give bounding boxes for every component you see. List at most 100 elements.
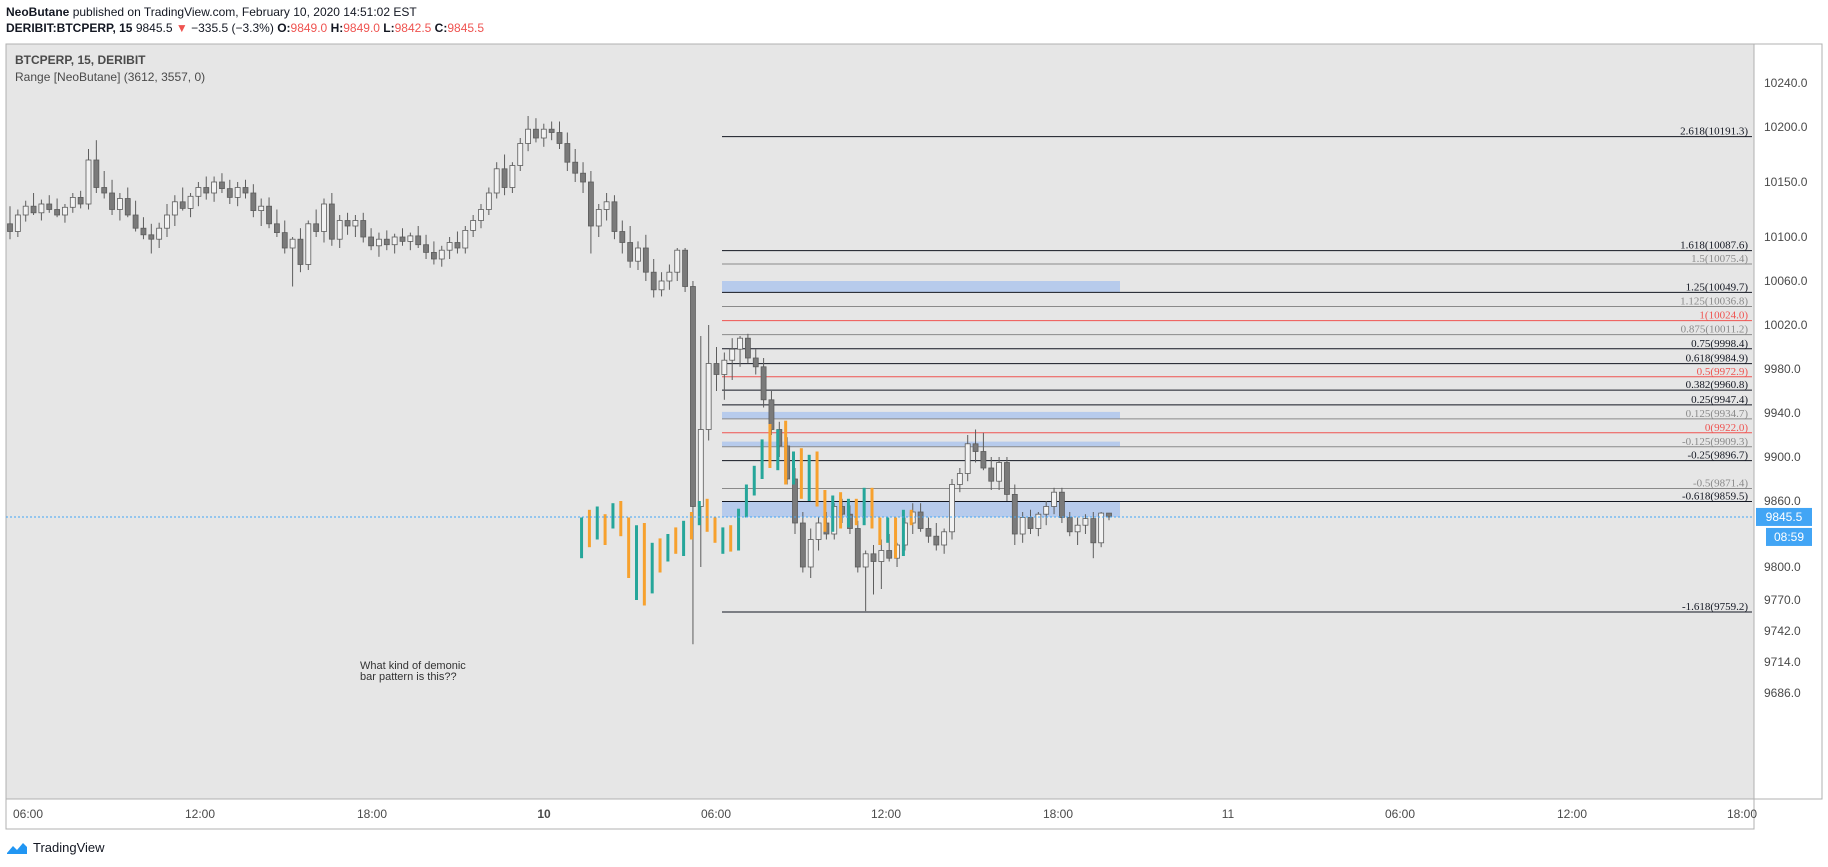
x-tick-label: 12:00: [185, 807, 215, 821]
fib-level-label: 1(10024.0): [1699, 310, 1748, 322]
candle-body: [352, 220, 359, 227]
candle-body: [862, 553, 869, 568]
candle-body: [101, 187, 108, 194]
candle-body: [250, 192, 257, 212]
candle-body: [815, 522, 822, 540]
candle-body: [548, 128, 555, 133]
candle-body: [109, 192, 115, 210]
candle-body: [470, 220, 477, 231]
candle-body: [148, 234, 155, 240]
time-axis[interactable]: [5, 798, 1755, 830]
candle-body: [792, 478, 798, 524]
fib-zone[interactable]: [722, 281, 1120, 293]
fib-level-label: -0.125(9909.3): [1682, 436, 1748, 448]
candle-body: [1011, 493, 1018, 535]
fib-level-label: 1.25(10049.7): [1686, 281, 1749, 293]
low-value: 9842.5: [394, 21, 432, 35]
candle-body: [799, 522, 806, 568]
open-label: O:: [277, 21, 291, 35]
candle-body: [956, 473, 963, 485]
annotation-line-2[interactable]: bar pattern is this??: [360, 671, 457, 683]
candle-body: [972, 443, 979, 452]
candle-body: [517, 143, 524, 166]
published-text: published on TradingView.com, February 1…: [72, 5, 417, 19]
author-name[interactable]: NeoButane: [6, 5, 70, 19]
candle-body: [1051, 491, 1057, 507]
candle-body: [603, 201, 610, 210]
candle-body: [289, 238, 296, 249]
fib-level-label: 1.125(10036.8): [1680, 296, 1748, 308]
symbol-line: DERIBIT:BTCPERP, 15: [6, 21, 133, 35]
candle-body: [760, 366, 767, 401]
candle-body: [666, 271, 673, 282]
x-tick-label: 06:00: [13, 807, 43, 821]
fib-zone[interactable]: [722, 441, 1120, 447]
candle-body: [368, 236, 375, 247]
candle-body: [1059, 491, 1065, 518]
fib-levels-layer: 2.618(10191.3) 1.618(10087.6)1.5(10075.4)…: [722, 126, 1752, 613]
candle-body: [485, 192, 492, 210]
high-label: H:: [330, 21, 344, 35]
fib-level-label: 0.5(9972.9): [1697, 366, 1749, 378]
chart-pane[interactable]: [5, 43, 1755, 800]
candle-body: [501, 168, 508, 188]
candle-body: [729, 348, 736, 361]
candle-body: [627, 242, 634, 262]
fib-level-label: 1.618(10087.6): [1680, 240, 1748, 252]
candle-body: [1027, 517, 1034, 529]
y-tick-label: 9860.0: [1764, 494, 1801, 508]
candle-body: [1082, 518, 1089, 526]
candle-body: [949, 484, 955, 533]
low-label: L:: [383, 21, 395, 35]
candle-body: [273, 223, 280, 234]
footer-brand[interactable]: TradingView: [33, 840, 105, 855]
candle-body: [996, 462, 1002, 482]
candle-body: [399, 236, 406, 242]
range-bars-layer: [580, 420, 913, 606]
candle-body: [650, 271, 657, 291]
candle-body: [344, 220, 351, 227]
candle-body: [313, 223, 320, 232]
y-tick-label: 9714.0: [1764, 655, 1801, 669]
last-price-tag-text: 9845.5: [1766, 510, 1803, 524]
candle-body: [336, 220, 343, 240]
fib-level-label: -0.5(9871.4): [1693, 477, 1748, 489]
candle-body: [658, 280, 665, 291]
price-axis[interactable]: [1753, 43, 1823, 800]
candle-body: [635, 247, 641, 262]
fib-zone[interactable]: [722, 411, 1120, 419]
x-tick-label: 06:00: [1385, 807, 1415, 821]
candle-body: [446, 242, 453, 251]
candle-body: [164, 214, 170, 229]
candle-body: [752, 357, 759, 368]
candle-body: [203, 187, 210, 194]
y-tick-label: 9980.0: [1764, 362, 1801, 376]
candle-body: [705, 363, 712, 430]
y-tick-label: 10100.0: [1764, 230, 1808, 244]
candle-body: [423, 244, 429, 253]
candle-body: [211, 181, 218, 194]
candle-body: [525, 128, 531, 144]
candle-body: [1106, 512, 1112, 518]
candle-body: [46, 203, 53, 210]
candle-body: [533, 128, 539, 139]
legend-indicator[interactable]: Range [NeoButane] (3612, 3557, 0): [15, 70, 205, 84]
fib-level-label: -0.618(9859.5): [1682, 491, 1748, 503]
candle-body: [580, 172, 586, 183]
candle-body: [478, 209, 484, 221]
candle-body: [258, 205, 265, 211]
candle-body: [171, 201, 178, 216]
annotation-line-1[interactable]: What kind of demonic: [360, 660, 466, 672]
candle-body: [281, 232, 288, 249]
y-tick-label: 10060.0: [1764, 274, 1808, 288]
candle-body: [556, 132, 563, 144]
y-ticks-layer: 10240.0 10200.0 10150.0 10100.0 10060.0 10020…: [1764, 76, 1808, 700]
candle-body: [187, 195, 194, 209]
candle-body: [430, 251, 437, 260]
candle-body: [721, 359, 728, 375]
footer: TradingView: [6, 840, 105, 855]
y-tick-label: 9742.0: [1764, 624, 1801, 638]
candle-body: [1090, 518, 1097, 544]
candle-body: [682, 249, 688, 287]
